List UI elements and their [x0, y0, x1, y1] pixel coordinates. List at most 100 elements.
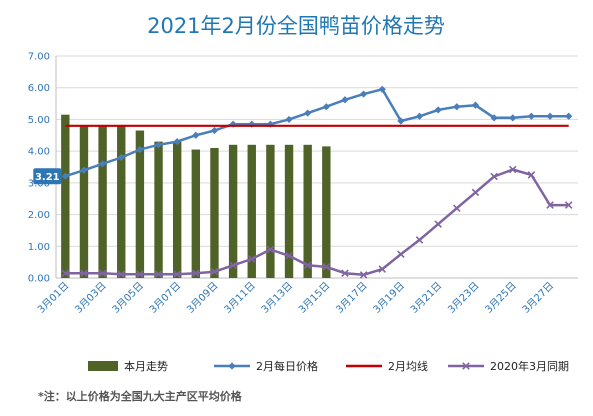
data-point [453, 103, 461, 111]
data-point [285, 252, 293, 260]
data-point [117, 270, 126, 278]
data-point [304, 109, 312, 117]
data-point [527, 171, 536, 179]
legend-item: 2月每日价格 [214, 359, 318, 373]
data-point [99, 160, 107, 168]
bar [210, 147, 219, 278]
series-line [64, 88, 569, 178]
data-point [508, 165, 517, 174]
bar [228, 144, 238, 278]
data-point [136, 145, 144, 154]
data-point [154, 141, 163, 149]
chart-title: 2021年2月份全国鸭苗价格走势 [147, 14, 445, 38]
legend-swatch [88, 361, 118, 371]
legend: 本月走势 2月每日价格 2月均线 2020年3月同期 [88, 359, 569, 373]
bar [61, 114, 70, 279]
data-point [415, 112, 424, 120]
data-point [80, 166, 88, 174]
data-point [434, 220, 442, 228]
legend-item: 本月走势 [88, 359, 168, 373]
data-point [453, 204, 461, 212]
data-point [490, 172, 498, 181]
data-point [173, 138, 181, 146]
series-line [65, 168, 569, 277]
y-tick-label: 0.00 [28, 274, 50, 285]
data-point [565, 112, 573, 120]
data-point [546, 201, 554, 209]
data-point [490, 114, 498, 122]
legend-label: 2月均线 [388, 359, 428, 373]
data-point [546, 112, 554, 120]
data-point [378, 265, 387, 273]
legend-marker [228, 362, 236, 370]
data-point [117, 153, 125, 162]
data-point [210, 267, 219, 276]
bar [117, 125, 126, 279]
data-point [564, 201, 573, 209]
data-point [266, 245, 275, 254]
data-point [285, 115, 293, 124]
bar [154, 141, 163, 278]
data-point [192, 269, 200, 278]
bar [303, 144, 312, 278]
bar [266, 144, 275, 278]
data-point [378, 85, 386, 93]
legend-label: 2月每日价格 [256, 359, 318, 373]
legend-item: 2月均线 [346, 359, 428, 373]
bar [322, 146, 331, 278]
data-point [210, 126, 219, 135]
data-point [322, 103, 330, 111]
bar [284, 144, 294, 278]
y-tick-label: 4.00 [28, 147, 50, 158]
data-point [98, 269, 107, 278]
data-point [266, 120, 274, 128]
legend-label: 本月走势 [124, 359, 168, 373]
value-callout: 3.21 [33, 168, 62, 185]
bar [135, 130, 145, 278]
legend-label: 2020年3月同期 [490, 359, 569, 373]
bars [61, 114, 331, 279]
legend-marker [462, 362, 470, 370]
callout-box [33, 168, 62, 185]
bar [247, 144, 256, 278]
data-point [397, 117, 405, 125]
data-point [359, 271, 368, 279]
y-tick-label: 7.00 [28, 52, 50, 63]
data-point [173, 270, 181, 278]
bar [79, 125, 89, 279]
bar [98, 125, 107, 279]
y-tick-label: 5.00 [28, 115, 50, 126]
data-point [341, 96, 349, 104]
data-point [61, 172, 69, 180]
data-point [247, 255, 256, 263]
data-point [61, 269, 70, 278]
data-point [471, 101, 480, 109]
y-tick-label: 6.00 [28, 83, 50, 94]
data-point [415, 236, 424, 244]
footnote: *注：以上价格为全国九大主产区平均价格 [38, 389, 243, 403]
data-point [80, 269, 88, 278]
y-tick-label: 1.00 [28, 242, 50, 253]
data-point [397, 250, 405, 258]
data-point [322, 263, 331, 271]
data-point [136, 270, 144, 278]
data-point [527, 112, 535, 120]
data-point [229, 261, 237, 270]
data-point [154, 270, 163, 278]
bar [172, 141, 182, 278]
data-point [303, 261, 312, 270]
bar [191, 149, 201, 278]
callout-label: 3.21 [35, 172, 60, 183]
data-point [248, 120, 256, 128]
data-point [434, 106, 442, 114]
lines [61, 85, 573, 279]
data-point [341, 269, 349, 278]
legend-item: 2020年3月同期 [448, 359, 569, 373]
data-point [471, 188, 480, 197]
y-tick-label: 2.00 [28, 210, 50, 221]
data-point [192, 131, 200, 139]
data-point [360, 90, 368, 98]
data-point [509, 114, 517, 122]
